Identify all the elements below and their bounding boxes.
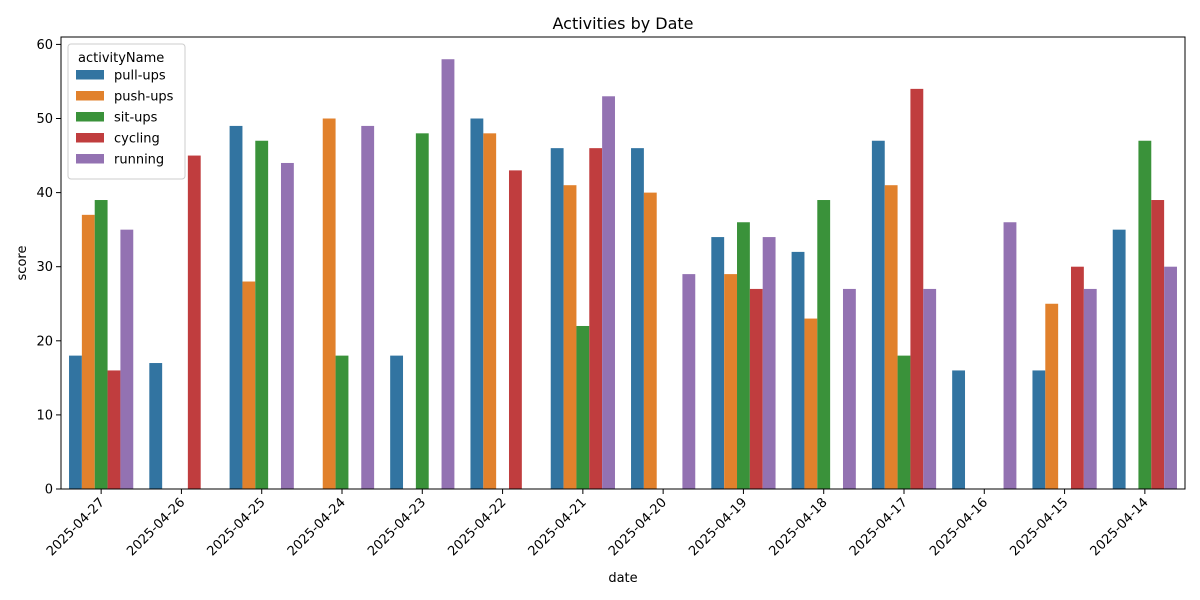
y-tick-label: 10 — [36, 408, 53, 423]
bar-running-2025-04-27 — [120, 229, 134, 489]
bar-cycling-2025-04-22 — [508, 170, 522, 489]
x-tick-label: 2025-04-17 — [847, 495, 911, 559]
x-tick-label: 2025-04-18 — [767, 495, 831, 559]
x-tick-label: 2025-04-20 — [606, 495, 670, 559]
bar-sit-ups-2025-04-17 — [897, 355, 911, 489]
y-tick-label: 20 — [36, 334, 53, 349]
bar-sit-ups-2025-04-23 — [415, 133, 429, 489]
bar-running-2025-04-21 — [602, 96, 615, 489]
x-tick-label: 2025-04-22 — [445, 495, 509, 559]
bar-sit-ups-2025-04-25 — [255, 140, 269, 490]
bar-push-ups-2025-04-22 — [483, 133, 497, 489]
bar-cycling-2025-04-17 — [910, 88, 924, 490]
bar-pull-ups-2025-04-23 — [390, 355, 404, 489]
bar-sit-ups-2025-04-14 — [1138, 140, 1152, 490]
x-tick-label: 2025-04-27 — [44, 495, 108, 559]
bar-sit-ups-2025-04-19 — [737, 222, 750, 489]
x-tick-label: 2025-04-15 — [1007, 495, 1071, 559]
x-tick-label: 2025-04-25 — [205, 495, 269, 559]
bar-push-ups-2025-04-27 — [81, 214, 95, 489]
bar-running-2025-04-25 — [280, 162, 294, 489]
bar-push-ups-2025-04-21 — [563, 185, 577, 489]
x-tick-label: 2025-04-21 — [526, 495, 590, 559]
bar-cycling-2025-04-21 — [589, 148, 603, 489]
legend-label-pull-ups: pull-ups — [114, 69, 166, 84]
bar-cycling-2025-04-26 — [187, 155, 201, 489]
bar-push-ups-2025-04-17 — [884, 185, 898, 489]
legend-label-cycling: cycling — [114, 132, 160, 147]
bar-push-ups-2025-04-19 — [724, 274, 738, 489]
y-axis-label: score — [15, 246, 30, 281]
bar-cycling-2025-04-14 — [1151, 200, 1165, 489]
bar-running-2025-04-17 — [923, 288, 937, 489]
y-tick-label: 40 — [36, 186, 53, 201]
bar-pull-ups-2025-04-17 — [871, 140, 885, 490]
legend-swatch-running — [76, 154, 104, 164]
bar-cycling-2025-04-19 — [749, 288, 763, 489]
x-tick-label: 2025-04-14 — [1088, 495, 1152, 559]
legend-label-sit-ups: sit-ups — [114, 111, 158, 126]
bar-pull-ups-2025-04-14 — [1112, 229, 1126, 489]
chart-title: Activities by Date — [552, 14, 693, 33]
bar-pull-ups-2025-04-21 — [550, 148, 564, 489]
bar-pull-ups-2025-04-22 — [470, 118, 484, 489]
bar-pull-ups-2025-04-20 — [631, 148, 644, 489]
legend: activityName pull-ups push-ups sit-ups cycli… — [67, 43, 186, 180]
bar-push-ups-2025-04-25 — [242, 281, 256, 489]
y-tick-label: 30 — [36, 260, 53, 275]
bar-push-ups-2025-04-20 — [643, 192, 657, 490]
bar-pull-ups-2025-04-18 — [791, 251, 805, 489]
bar-push-ups-2025-04-18 — [804, 318, 818, 489]
bar-sit-ups-2025-04-21 — [576, 325, 590, 489]
bar-pull-ups-2025-04-25 — [229, 125, 243, 490]
bar-running-2025-04-15 — [1083, 288, 1097, 489]
bar-running-2025-04-14 — [1164, 266, 1177, 489]
bar-pull-ups-2025-04-27 — [69, 355, 82, 489]
legend-swatch-sit-ups — [76, 112, 104, 122]
legend-label-push-ups: push-ups — [114, 90, 174, 105]
y-tick-label: 0 — [45, 483, 53, 498]
x-axis-label: date — [608, 571, 637, 586]
bar-push-ups-2025-04-24 — [322, 118, 336, 489]
bar-sit-ups-2025-04-24 — [335, 355, 349, 489]
x-tick-label: 2025-04-26 — [124, 495, 188, 559]
bar-running-2025-04-18 — [842, 288, 856, 489]
bar-push-ups-2025-04-15 — [1045, 303, 1059, 489]
x-tick-label: 2025-04-19 — [686, 495, 750, 559]
legend-swatch-pull-ups — [76, 70, 104, 80]
bar-running-2025-04-23 — [441, 59, 455, 489]
y-tick-label: 50 — [36, 112, 53, 127]
bar-cycling-2025-04-27 — [107, 370, 121, 489]
bar-running-2025-04-24 — [361, 125, 375, 490]
y-tick-label: 60 — [36, 38, 53, 53]
legend-title: activityName — [78, 51, 164, 66]
bar-pull-ups-2025-04-16 — [952, 370, 966, 489]
plot-area — [60, 36, 1186, 490]
x-tick-label: 2025-04-24 — [285, 495, 349, 559]
bar-pull-ups-2025-04-15 — [1032, 370, 1046, 489]
bar-sit-ups-2025-04-18 — [817, 200, 831, 489]
x-tick-label: 2025-04-16 — [927, 495, 991, 559]
bar-running-2025-04-20 — [682, 274, 696, 489]
bar-cycling-2025-04-15 — [1070, 266, 1084, 489]
legend-swatch-push-ups — [76, 91, 104, 101]
bar-running-2025-04-19 — [762, 237, 776, 489]
x-tick-label: 2025-04-23 — [365, 495, 429, 559]
legend-label-running: running — [114, 153, 164, 168]
bar-pull-ups-2025-04-19 — [711, 237, 725, 489]
bar-pull-ups-2025-04-26 — [149, 363, 163, 489]
legend-swatch-cycling — [76, 133, 104, 143]
bar-sit-ups-2025-04-27 — [94, 200, 108, 489]
bar-running-2025-04-16 — [1003, 222, 1017, 489]
